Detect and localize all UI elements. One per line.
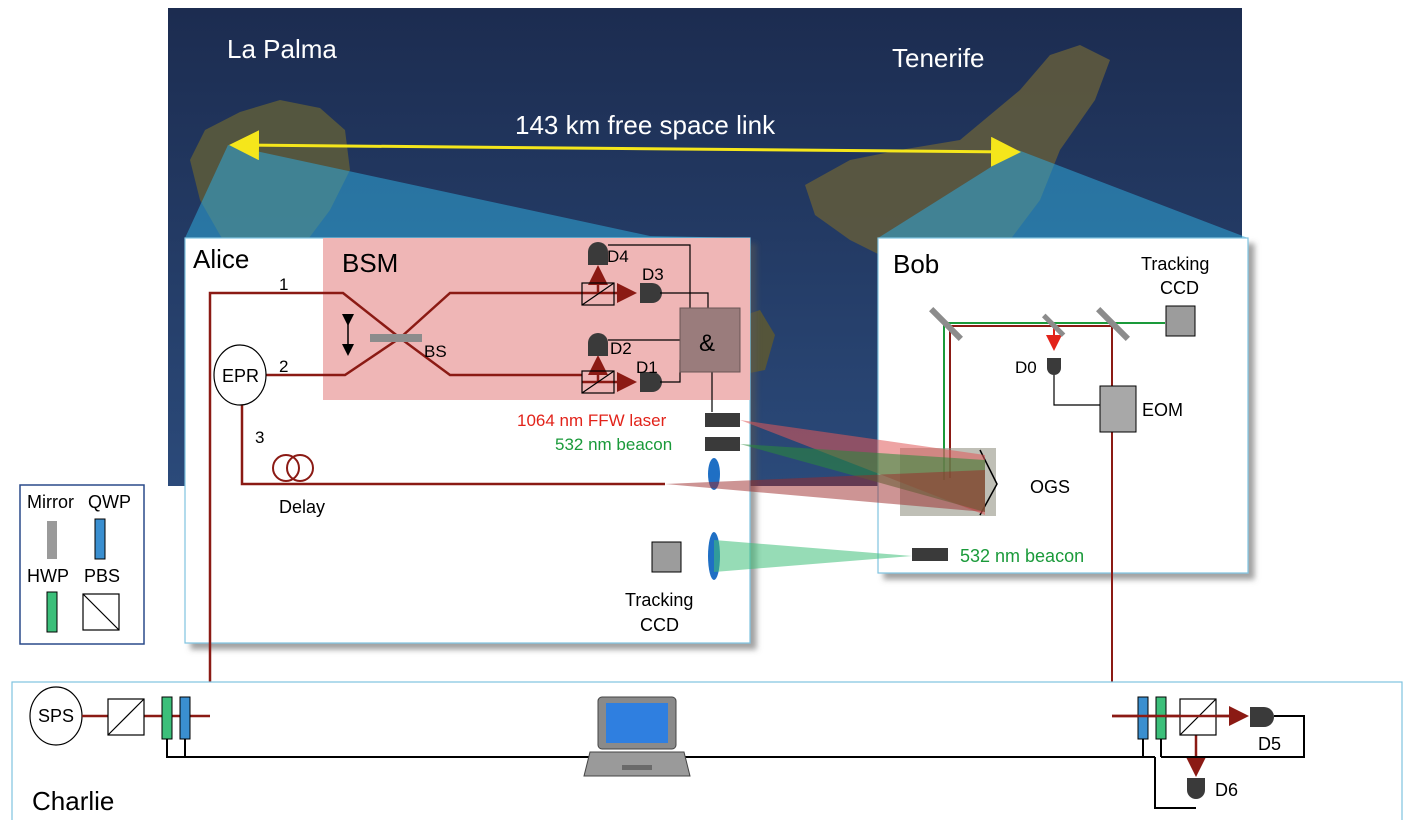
ffw-laser-label: 1064 nm FFW laser xyxy=(517,411,667,430)
alice-pbs-top xyxy=(581,282,615,306)
alice-projection-cone xyxy=(185,145,750,238)
charlie-hwp-left xyxy=(161,696,173,740)
detector-d2: D2 xyxy=(588,333,632,358)
path-1-label: 1 xyxy=(279,275,288,294)
svg-text:D5: D5 xyxy=(1258,734,1281,754)
detector-d1: D1 xyxy=(636,358,662,392)
legend-qwp-label: QWP xyxy=(88,492,131,512)
svg-text:D2: D2 xyxy=(610,339,632,358)
alice-tracking-ccd xyxy=(651,541,682,573)
bsm-box xyxy=(323,238,750,400)
legend-qwp-symbol xyxy=(94,518,106,560)
tenerife-label: Tenerife xyxy=(892,43,985,73)
detector-d4: D4 xyxy=(588,242,629,266)
delay-label: Delay xyxy=(279,497,325,517)
bob-tracking-label-1: Tracking xyxy=(1141,254,1209,274)
legend-pbs-symbol xyxy=(82,593,120,631)
beacon-label-bob: 532 nm beacon xyxy=(960,546,1084,566)
bs-label: BS xyxy=(424,342,447,361)
ffw-laser xyxy=(705,413,740,427)
bob-title: Bob xyxy=(893,249,939,279)
beacon-laser-bob xyxy=(912,548,948,561)
bob-mirror-left xyxy=(929,307,963,341)
detector-d0: D0 xyxy=(1015,358,1061,377)
epr-label: EPR xyxy=(222,366,259,386)
detector-d3: D3 xyxy=(640,265,664,303)
svg-text:D4: D4 xyxy=(607,247,629,266)
detector-d5: D5 xyxy=(1250,707,1281,754)
epr-source xyxy=(213,344,267,406)
bob-tracking-label-2: CCD xyxy=(1160,278,1199,298)
laptop-icon xyxy=(583,696,691,777)
legend-hwp-symbol xyxy=(46,591,58,633)
control-cables xyxy=(166,715,1305,809)
free-space-beams xyxy=(665,420,985,572)
ogs-mirror xyxy=(979,449,998,516)
la-palma-label: La Palma xyxy=(227,34,337,64)
component-legend: Mirror QWP HWP PBS xyxy=(19,484,145,645)
eom xyxy=(1099,385,1137,433)
beacon-laser-alice xyxy=(705,437,740,451)
free-space-link-label: 143 km free space link xyxy=(515,110,776,140)
ogs-label: OGS xyxy=(1030,477,1070,497)
path-3-label: 3 xyxy=(255,428,264,447)
beam-splitter xyxy=(370,334,422,342)
svg-text:D1: D1 xyxy=(636,358,658,377)
alice-pbs-bottom xyxy=(581,370,615,394)
legend-hwp-label: HWP xyxy=(27,566,69,586)
free-space-link-arrow xyxy=(229,130,1021,167)
legend-mirror-label: Mirror xyxy=(27,492,74,512)
eom-label: EOM xyxy=(1142,400,1183,420)
alice-tracking-label-2: CCD xyxy=(640,615,679,635)
alice-tracking-label-1: Tracking xyxy=(625,590,693,610)
svg-text:D6: D6 xyxy=(1215,780,1238,800)
bob-panel: Bob Tracking CCD D0 EOM OGS 532 nm beaco… xyxy=(877,237,1249,716)
alice-title: Alice xyxy=(193,244,249,274)
sps-label: SPS xyxy=(38,706,74,726)
bob-tracking-ccd xyxy=(1165,305,1196,337)
bsm-label: BSM xyxy=(342,248,398,278)
beacon-beam-bob xyxy=(714,540,912,572)
legend-pbs-label: PBS xyxy=(84,566,120,586)
coincidence-symbol: & xyxy=(699,330,715,357)
bob-mirror-right xyxy=(1096,307,1130,341)
bob-mirror-dichroic xyxy=(1041,313,1066,338)
charlie-pbs-left xyxy=(107,698,145,736)
quantum-beam xyxy=(665,470,985,512)
path-2-label: 2 xyxy=(279,357,288,376)
alice-panel: Alice BSM BS xyxy=(184,237,751,716)
beacon-label-alice: 532 nm beacon xyxy=(555,435,672,454)
bob-projection-cone xyxy=(878,150,1248,238)
coincidence-unit xyxy=(679,307,741,373)
charlie-qwp-right xyxy=(1137,696,1149,740)
legend-mirror-symbol xyxy=(47,521,57,559)
charlie-qwp-left xyxy=(179,696,191,740)
charlie-title: Charlie xyxy=(32,786,114,816)
svg-text:D3: D3 xyxy=(642,265,664,284)
charlie-panel: Charlie SPS D5 D6 xyxy=(11,681,1403,820)
charlie-hwp-right xyxy=(1155,696,1167,740)
delay-coil xyxy=(272,454,314,482)
svg-text:D0: D0 xyxy=(1015,358,1037,377)
detector-d6: D6 xyxy=(1187,778,1238,800)
